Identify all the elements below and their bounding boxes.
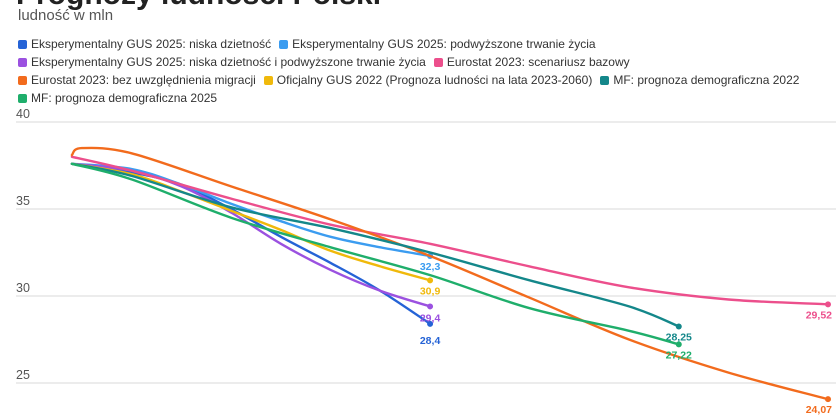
legend-swatch	[18, 39, 27, 49]
data-label-1: 28,4	[420, 335, 441, 347]
chart-title: Prognozy ludności Polski	[16, 0, 381, 12]
y-tick-label-25: 25	[16, 368, 30, 382]
legend-label: Eksperymentalny GUS 2025: niska dzietnoś…	[31, 37, 272, 51]
y-tick-label-35: 35	[16, 194, 30, 208]
legend-swatch	[433, 57, 443, 67]
legend-item[interactable]: MF: prognoza demograficzna 2022	[600, 72, 799, 88]
legend-label: Eksperymentalny GUS 2025: niska dzietnoś…	[31, 55, 426, 69]
series-end-marker-1	[427, 320, 434, 327]
legend-label: MF: prognoza demograficzna 2022	[613, 73, 800, 87]
series-line-4	[70, 155, 830, 306]
legend-swatch	[600, 75, 610, 85]
legend-item[interactable]: MF: prognoza demograficzna 2025	[18, 90, 217, 106]
legend-item[interactable]: Eurostat 2023: scenariusz bazowy	[433, 54, 630, 70]
data-label-4: 29,52	[806, 309, 832, 321]
data-label-5: 24,07	[806, 404, 832, 416]
legend-label: Eksperymentalny GUS 2025: podwyższone tr…	[292, 37, 596, 51]
legend-swatch	[279, 39, 289, 49]
legend-label: Eurostat 2023: bez uwzględnienia migracj…	[31, 73, 256, 87]
legend-label: Eurostat 2023: scenariusz bazowy	[446, 55, 630, 69]
legend-swatch	[263, 75, 273, 85]
legend-label: Oficjalny GUS 2022 (Prognoza ludności na…	[276, 73, 593, 87]
chart-legend: Eksperymentalny GUS 2025: niska dzietnoś…	[18, 36, 833, 106]
series-end-marker-4	[825, 301, 831, 308]
legend-swatch	[18, 57, 27, 67]
data-label-7: 28,25	[666, 331, 692, 343]
series-line-1	[70, 162, 432, 325]
data-label-6: 30,9	[420, 285, 441, 297]
y-tick-label-40: 40	[16, 107, 30, 121]
chart-subtitle: ludność w mln	[18, 7, 114, 24]
series-end-marker-7	[675, 323, 682, 330]
legend-item[interactable]: Eurostat 2023: bez uwzględnienia migracj…	[18, 72, 256, 88]
series-end-marker-5	[825, 396, 831, 403]
legend-item[interactable]: Eksperymentalny GUS 2025: niska dzietnoś…	[18, 36, 271, 52]
series-end-marker-3	[427, 303, 434, 310]
series-line-6	[70, 162, 432, 282]
data-label-2: 32,3	[420, 261, 441, 273]
legend-label: MF: prognoza demograficzna 2025	[31, 91, 218, 105]
legend-item[interactable]: Oficjalny GUS 2022 (Prognoza ludności na…	[263, 72, 593, 88]
data-label-8: 27,22	[666, 349, 692, 361]
legend-item[interactable]: Eksperymentalny GUS 2025: niska dzietnoś…	[18, 54, 426, 70]
legend-item[interactable]: Eksperymentalny GUS 2025: podwyższone tr…	[279, 36, 596, 52]
legend-swatch	[18, 75, 27, 85]
legend-swatch	[18, 93, 27, 103]
series-end-marker-6	[427, 277, 434, 284]
series-line-7	[70, 162, 680, 328]
series-end-marker-8	[675, 341, 682, 348]
y-tick-label-30: 30	[16, 281, 30, 295]
data-label-3: 29,4	[420, 312, 441, 324]
series-line-8	[70, 162, 680, 346]
